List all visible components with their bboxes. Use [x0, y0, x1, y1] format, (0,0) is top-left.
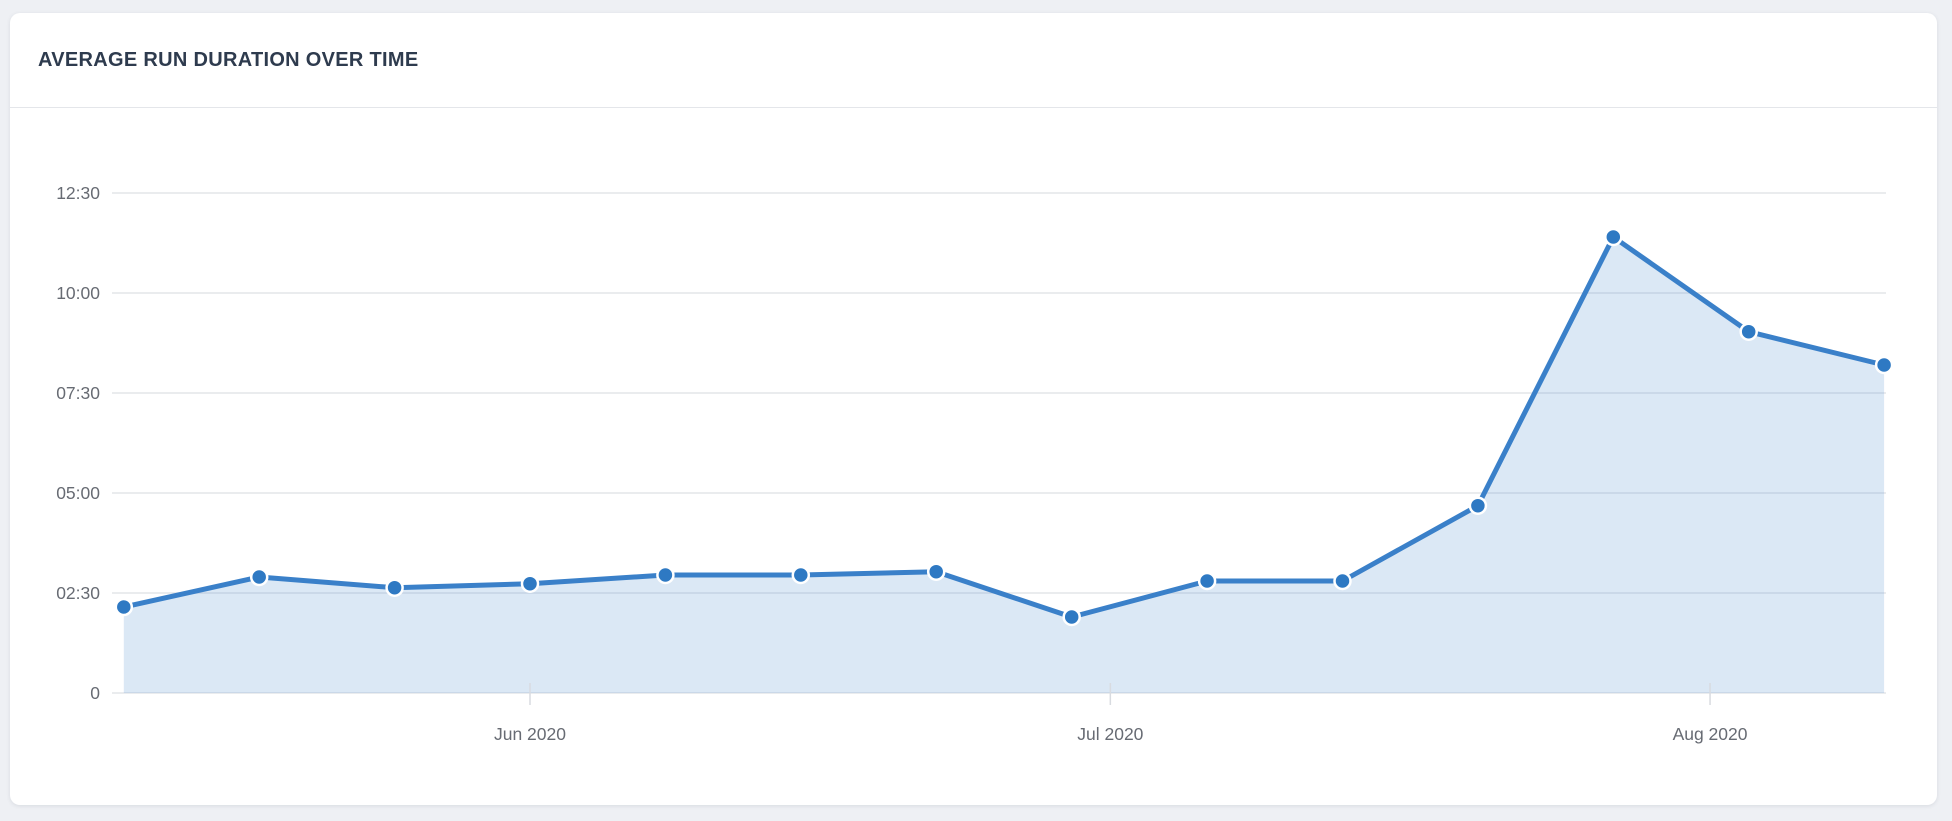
- card-header: AVERAGE RUN DURATION OVER TIME: [10, 13, 1937, 108]
- chart-card: AVERAGE RUN DURATION OVER TIME: [10, 13, 1937, 805]
- data-point-marker[interactable]: 2020-07-20 — 04:41: [1468, 496, 1488, 515]
- y-axis-tick-label: 12:30: [56, 183, 100, 203]
- area-fill: [123, 237, 1885, 693]
- data-point-marker[interactable]: 2020-07-06 — 02:48: [1197, 571, 1217, 591]
- x-axis-tick-label: Jul 2020: [1077, 724, 1143, 744]
- y-axis-tick-label: 10:00: [56, 283, 100, 303]
- y-axis-tick-label: 02:30: [56, 583, 100, 603]
- data-point-marker[interactable]: 2020-07-27 — 11:24: [1604, 227, 1623, 247]
- x-axis-tick-label: Aug 2020: [1673, 724, 1748, 744]
- data-point-marker[interactable]: 2020-05-18 — 02:54: [249, 567, 269, 587]
- y-axis-tick-label: 0: [90, 683, 100, 703]
- data-point-marker[interactable]: 2020-05-25 — 02:38: [385, 578, 404, 597]
- data-point-marker[interactable]: 2020-06-15 — 02:57: [791, 565, 811, 585]
- y-axis-tick-label: 07:30: [56, 383, 100, 403]
- y-axis-tick-label: 05:00: [56, 483, 100, 503]
- data-point-marker[interactable]: 2020-06-22 — 03:02: [926, 562, 946, 581]
- x-axis-tick-label: Jun 2020: [494, 724, 566, 744]
- data-point-marker[interactable]: 2020-06-29 — 01:54: [1062, 607, 1081, 627]
- data-point-marker[interactable]: 2020-07-13 — 02:48: [1333, 571, 1352, 591]
- data-point-marker[interactable]: 2020-08-03 — 09:02: [1739, 322, 1758, 341]
- data-point-marker[interactable]: 2020-05-11 — 02:09: [114, 597, 134, 617]
- data-point-marker[interactable]: 2020-06-08 — 02:57: [656, 565, 675, 585]
- trend-line: [121, 234, 1887, 620]
- data-point-marker[interactable]: 2020-08-10 — 08:12: [1874, 355, 1894, 375]
- chart-title: AVERAGE RUN DURATION OVER TIME: [38, 48, 419, 71]
- data-point-marker[interactable]: 2020-06-01 — 02:44: [520, 574, 540, 593]
